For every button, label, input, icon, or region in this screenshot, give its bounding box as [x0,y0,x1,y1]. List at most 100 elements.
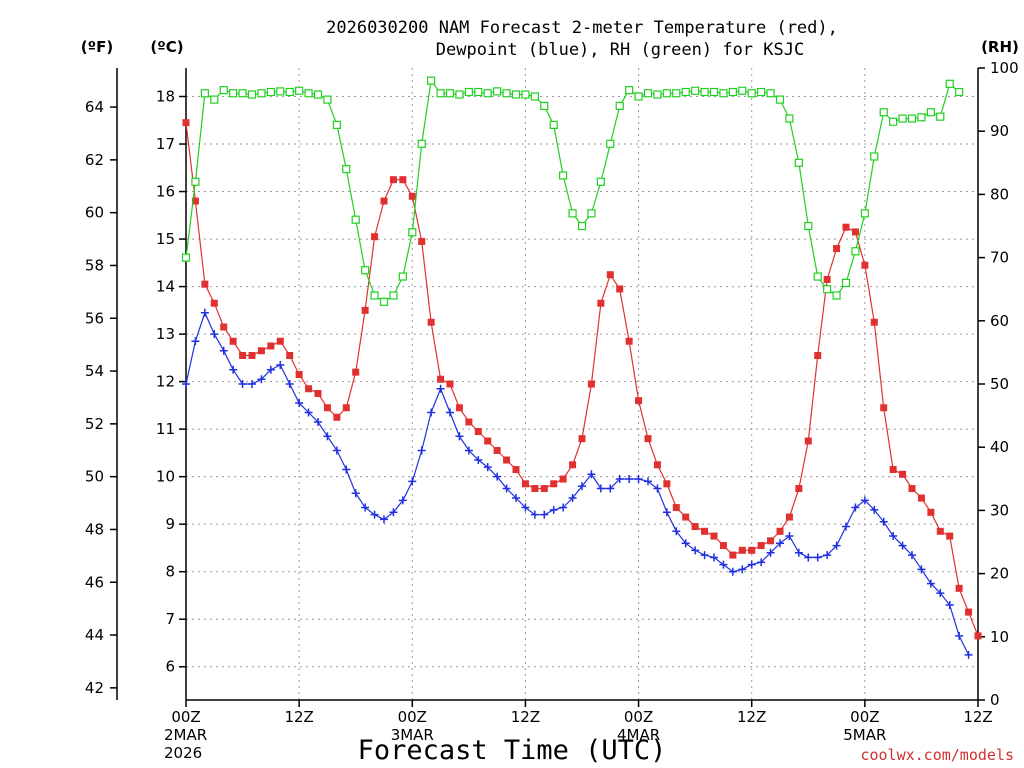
temperature-point [974,632,982,640]
x-tick-label: 2MAR [164,726,207,744]
temperature-point [257,347,265,355]
temperature-point [361,306,369,314]
dewpoint-point [285,380,294,388]
temperature-point [908,485,916,493]
temperature-point [616,285,624,293]
dewpoint-point [889,532,898,541]
temperature-point [276,337,284,345]
temperature-point [851,228,859,236]
rh-point [625,86,634,95]
rh-tick-label: 80 [990,185,1009,203]
dewpoint-point [870,505,879,514]
dewpoint-point [898,541,907,550]
x-tick-label: 12Z [963,708,992,726]
dewpoint-point [804,553,813,562]
dewpoint-point [427,408,436,417]
rh-point [313,90,323,99]
rh-point [493,87,502,96]
rh-point [247,90,257,99]
dewpoint-point [238,380,247,388]
rh-point [757,87,766,97]
temperature-point [399,176,407,184]
dewpoint-point [559,503,568,512]
temperature-point [606,271,614,279]
temperature-point [833,245,841,253]
dewpoint-point [719,560,728,569]
rh-point [483,89,492,98]
dewpoint-point [587,470,596,479]
dewpoint-point [606,484,615,493]
rh-tick-label: 0 [990,691,1000,709]
temperature-point [559,475,567,483]
rh-point [870,152,879,161]
dewpoint-point [530,510,539,519]
fahrenheit-tick-label: 48 [85,520,104,538]
rh-point [379,297,389,306]
rh-point [879,108,888,117]
rh-point [530,92,539,101]
x-tick-label: 2026 [164,744,202,762]
rh-tick-label: 100 [990,59,1019,77]
rh-point [596,177,605,186]
temperature-point [305,385,313,393]
temperature-point [286,351,294,359]
celsius-tick-label: 13 [156,325,175,343]
rh-point [907,114,917,123]
gridlines [186,68,978,700]
rh-point [417,139,426,148]
rh-point [738,86,747,95]
temperature-point [965,608,973,616]
dewpoint-point [502,484,511,493]
dewpoint-point [681,539,690,548]
temperature-point [220,323,228,331]
rh-point [549,120,558,129]
fahrenheit-tick-label: 60 [85,204,104,222]
dewpoint-point [738,565,747,574]
temperature-point [267,342,275,350]
rh-point [898,114,907,123]
x-tick-label: 5MAR [843,726,886,744]
rh-point [200,89,209,98]
temperature-point [578,435,586,443]
dewpoint-point [691,546,700,555]
celsius-tick-label: 15 [156,230,175,248]
x-tick-label: 4MAR [617,726,660,744]
dewpoint-point [794,548,803,557]
dewpoint-point [417,446,426,455]
temperature-point [776,527,784,535]
rh-point [643,89,653,98]
dewpoint-point [436,384,445,393]
temperature-point [842,223,850,231]
dewpoint-point [446,408,454,417]
temperature-point [371,233,379,241]
fahrenheit-axis-label: (ºF) [81,38,113,56]
celsius-tick-label: 17 [156,135,175,153]
rh-axis-label: (RH) [981,38,1019,56]
dewpoint-point [361,503,370,512]
x-axis-title: Forecast Time (UTC) [358,735,667,766]
fahrenheit-tick-label: 62 [85,151,104,169]
dewpoint-point [257,375,266,384]
temperature-point [314,390,322,398]
rh-tick-label: 70 [990,249,1009,267]
dewpoint-point [521,503,530,512]
rh-point [304,89,313,98]
rh-point [436,89,445,98]
dewpoint-point [785,532,794,541]
rh-point [615,101,624,111]
celsius-tick-label: 16 [156,183,175,201]
x-tick-label: 00Z [850,708,879,726]
rh-point [747,89,756,98]
rh-point [653,90,662,99]
dewpoint-point [879,517,888,526]
temperature-point [814,351,822,359]
dewpoint-point [342,465,351,474]
dewpoint-point [832,541,841,550]
rh-point [577,221,587,231]
celsius-tick-label: 7 [165,610,175,628]
celsius-tick-label: 8 [165,563,175,581]
rh-point [606,139,615,148]
rh-point [540,101,549,111]
temperature-point [333,413,341,421]
